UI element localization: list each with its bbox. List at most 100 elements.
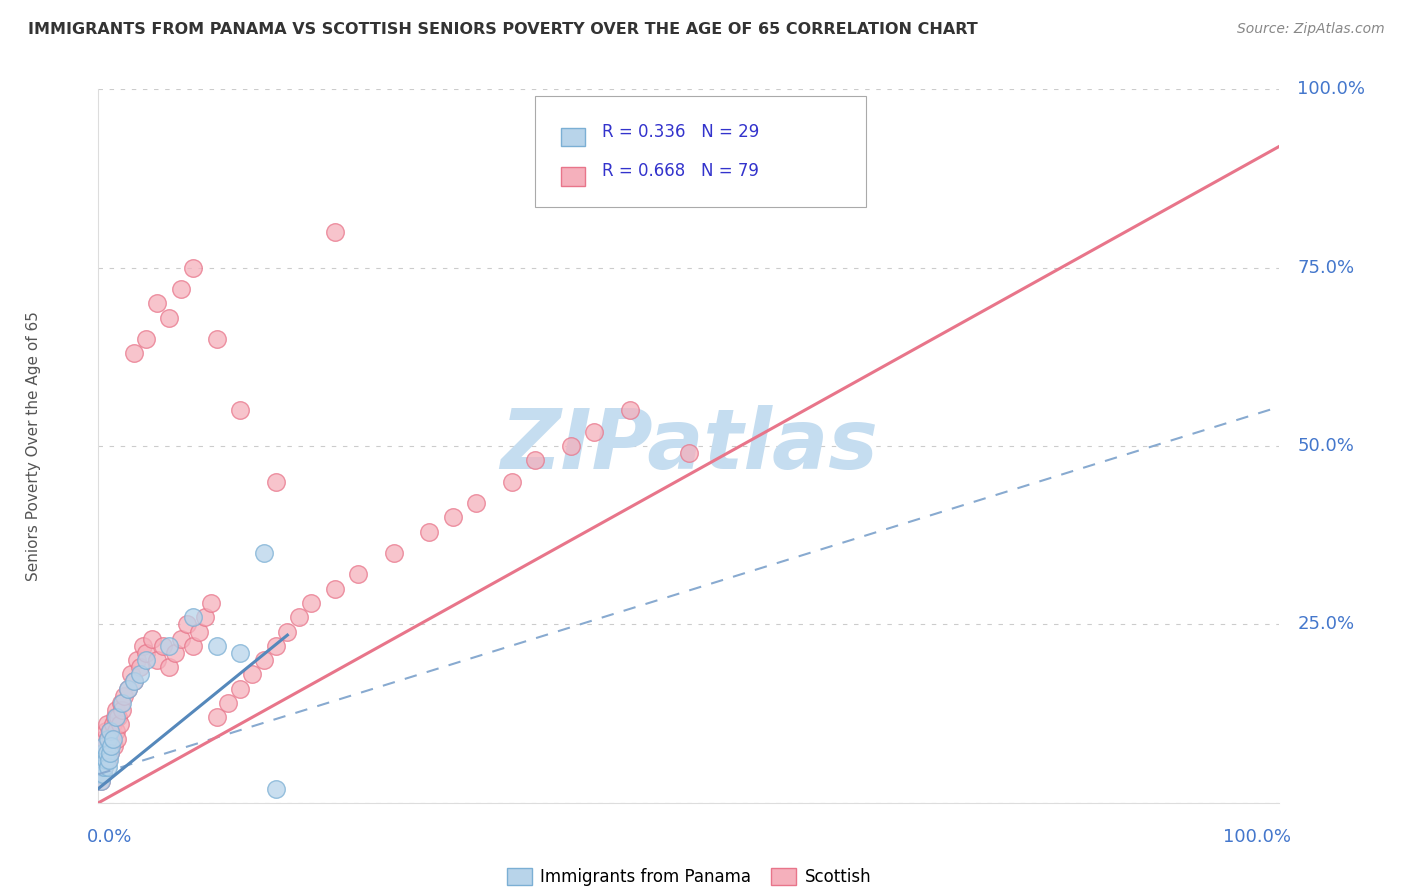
Point — [501, 475, 523, 489]
Point — [288, 610, 311, 624]
Point — [141, 632, 163, 646]
Point — [276, 624, 298, 639]
Point — [170, 632, 193, 646]
Point — [323, 225, 346, 239]
Point — [105, 724, 128, 739]
Point — [165, 646, 187, 660]
Point — [200, 596, 222, 610]
Point — [678, 446, 700, 460]
Point — [122, 346, 145, 360]
Point — [91, 760, 114, 774]
Point — [465, 496, 488, 510]
Point — [93, 760, 115, 774]
FancyBboxPatch shape — [536, 96, 866, 207]
FancyBboxPatch shape — [561, 128, 585, 146]
Point — [264, 639, 287, 653]
Point — [205, 710, 228, 724]
Point — [132, 639, 155, 653]
Text: 100.0%: 100.0% — [1223, 828, 1291, 846]
Point — [91, 746, 114, 760]
Point — [117, 681, 139, 696]
Point — [90, 774, 112, 789]
Point — [152, 639, 174, 653]
Point — [94, 724, 117, 739]
Point — [93, 739, 115, 753]
Point — [127, 653, 149, 667]
Text: R = 0.336   N = 29: R = 0.336 N = 29 — [602, 123, 759, 141]
Point — [170, 282, 193, 296]
Point — [98, 724, 121, 739]
Point — [97, 731, 120, 746]
Point — [135, 332, 157, 346]
Point — [347, 567, 370, 582]
Point — [229, 646, 252, 660]
Point — [101, 731, 124, 746]
Point — [117, 681, 139, 696]
Point — [121, 667, 143, 681]
FancyBboxPatch shape — [561, 167, 585, 186]
Text: 50.0%: 50.0% — [1298, 437, 1354, 455]
Point — [176, 617, 198, 632]
Point — [97, 760, 120, 774]
Point — [90, 774, 112, 789]
Point — [128, 660, 150, 674]
Point — [93, 731, 115, 746]
Point — [96, 746, 118, 760]
Point — [146, 653, 169, 667]
Text: 25.0%: 25.0% — [1298, 615, 1354, 633]
Point — [111, 696, 134, 710]
Point — [111, 703, 134, 717]
Point — [382, 546, 405, 560]
Point — [98, 746, 121, 760]
Point — [94, 753, 117, 767]
Point — [560, 439, 582, 453]
Point — [91, 746, 114, 760]
Point — [217, 696, 239, 710]
Point — [157, 639, 180, 653]
Point — [264, 475, 287, 489]
Point — [181, 639, 204, 653]
Text: Source: ZipAtlas.com: Source: ZipAtlas.com — [1237, 22, 1385, 37]
Point — [441, 510, 464, 524]
Point — [128, 667, 150, 681]
Point — [94, 753, 117, 767]
Point — [91, 760, 114, 774]
Point — [122, 674, 145, 689]
Point — [98, 746, 121, 760]
Point — [103, 739, 125, 753]
Point — [323, 582, 346, 596]
Point — [205, 639, 228, 653]
Point — [583, 425, 606, 439]
Point — [229, 403, 252, 417]
Point — [97, 731, 120, 746]
Point — [205, 332, 228, 346]
Text: IMMIGRANTS FROM PANAMA VS SCOTTISH SENIORS POVERTY OVER THE AGE OF 65 CORRELATIO: IMMIGRANTS FROM PANAMA VS SCOTTISH SENIO… — [28, 22, 977, 37]
Point — [194, 610, 217, 624]
Point — [100, 739, 122, 753]
Point — [101, 717, 124, 731]
Point — [97, 753, 120, 767]
Point — [110, 696, 132, 710]
Point — [187, 624, 209, 639]
Point — [524, 453, 547, 467]
Point — [91, 739, 114, 753]
Point — [105, 710, 128, 724]
Point — [418, 524, 440, 539]
Point — [104, 710, 127, 724]
Point — [98, 753, 121, 767]
Point — [100, 731, 122, 746]
Point — [229, 681, 252, 696]
Text: 0.0%: 0.0% — [87, 828, 132, 846]
Point — [619, 403, 641, 417]
Point — [91, 753, 114, 767]
Point — [135, 653, 157, 667]
Point — [253, 653, 276, 667]
Point — [108, 717, 131, 731]
Point — [89, 767, 111, 781]
Point — [105, 731, 128, 746]
Point — [253, 546, 276, 560]
Point — [93, 760, 115, 774]
Legend: Immigrants from Panama, Scottish: Immigrants from Panama, Scottish — [501, 861, 877, 892]
Text: 75.0%: 75.0% — [1298, 259, 1354, 277]
Text: R = 0.668   N = 79: R = 0.668 N = 79 — [602, 162, 758, 180]
